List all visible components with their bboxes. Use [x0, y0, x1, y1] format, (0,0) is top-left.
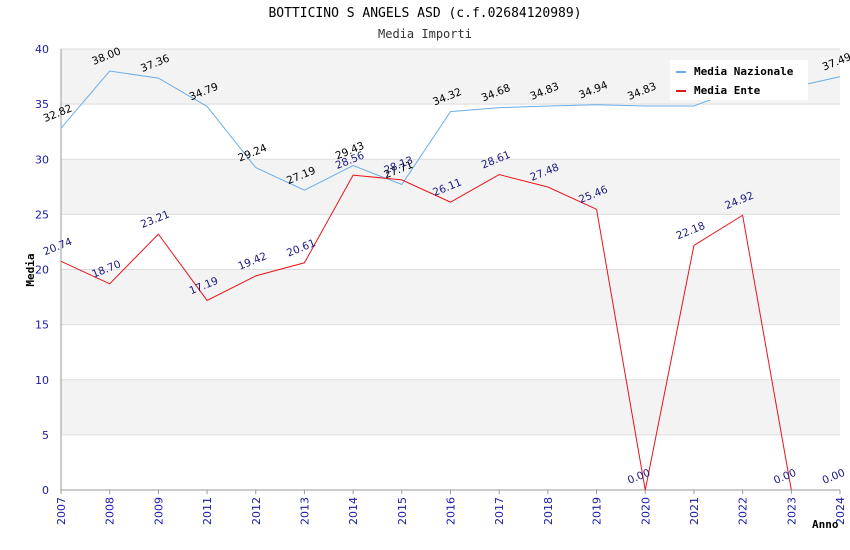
y-tick-label: 10	[35, 374, 49, 387]
legend-label-media-nazionale: Media Nazionale	[694, 65, 794, 78]
x-tick-label: 2017	[493, 497, 506, 525]
x-tick-label: 2007	[55, 497, 68, 525]
x-tick-label: 2021	[688, 497, 701, 525]
series-line-media-ente	[60, 174, 792, 491]
x-tick-label: 2014	[347, 497, 360, 525]
x-tick-label: 2022	[737, 497, 750, 525]
grid-band	[61, 379, 840, 435]
x-tick-label: 2024	[834, 497, 847, 525]
legend-item-media-nazionale: Media Nazionale	[676, 65, 793, 78]
y-tick-label: 25	[35, 208, 49, 221]
x-tick-label: 2018	[542, 497, 555, 525]
y-tick-label: 20	[35, 264, 49, 277]
chart-title: BOTTICINO S ANGELS ASD (c.f.02684120989)	[268, 6, 582, 21]
x-tick-label: 2016	[445, 497, 458, 525]
x-tick-label: 2008	[104, 497, 117, 525]
legend-item-media-ente: Media Ente	[676, 84, 760, 97]
x-tick-label: 2011	[201, 497, 214, 525]
data-label: 0.00	[626, 467, 652, 487]
grid-band	[61, 269, 840, 325]
x-tick-label: 2013	[298, 497, 311, 525]
legend-swatch-media-nazionale	[676, 70, 686, 73]
chart-subtitle: Media Importi	[378, 27, 472, 41]
grid-band	[61, 159, 840, 215]
y-tick-label: 30	[35, 153, 49, 166]
legend-label-media-ente: Media Ente	[694, 84, 761, 97]
x-tick-label: 2012	[250, 497, 263, 525]
chart-legend: Media Nazionale Media Ente	[670, 60, 808, 100]
y-tick-label: 35	[35, 98, 49, 111]
y-tick-label: 15	[35, 319, 49, 332]
x-tick-label: 2020	[639, 497, 652, 525]
data-label: 22.18	[675, 220, 707, 242]
x-tick-label: 2019	[591, 497, 604, 525]
legend-swatch-media-ente	[676, 89, 686, 92]
x-axis-label: Anno	[812, 518, 839, 531]
x-tick-label: 2023	[785, 497, 798, 525]
y-tick-label: 40	[35, 43, 49, 56]
y-axis-label: Media	[24, 253, 37, 286]
data-label: 0.00	[821, 467, 847, 487]
data-label: 0.00	[772, 467, 798, 487]
data-label: 20.74	[42, 236, 75, 259]
y-tick-label: 5	[42, 429, 49, 442]
x-tick-label: 2015	[396, 497, 409, 525]
data-label: 20.61	[285, 237, 317, 259]
x-tick-label: 2009	[152, 497, 165, 525]
y-tick-label: 0	[42, 484, 49, 497]
